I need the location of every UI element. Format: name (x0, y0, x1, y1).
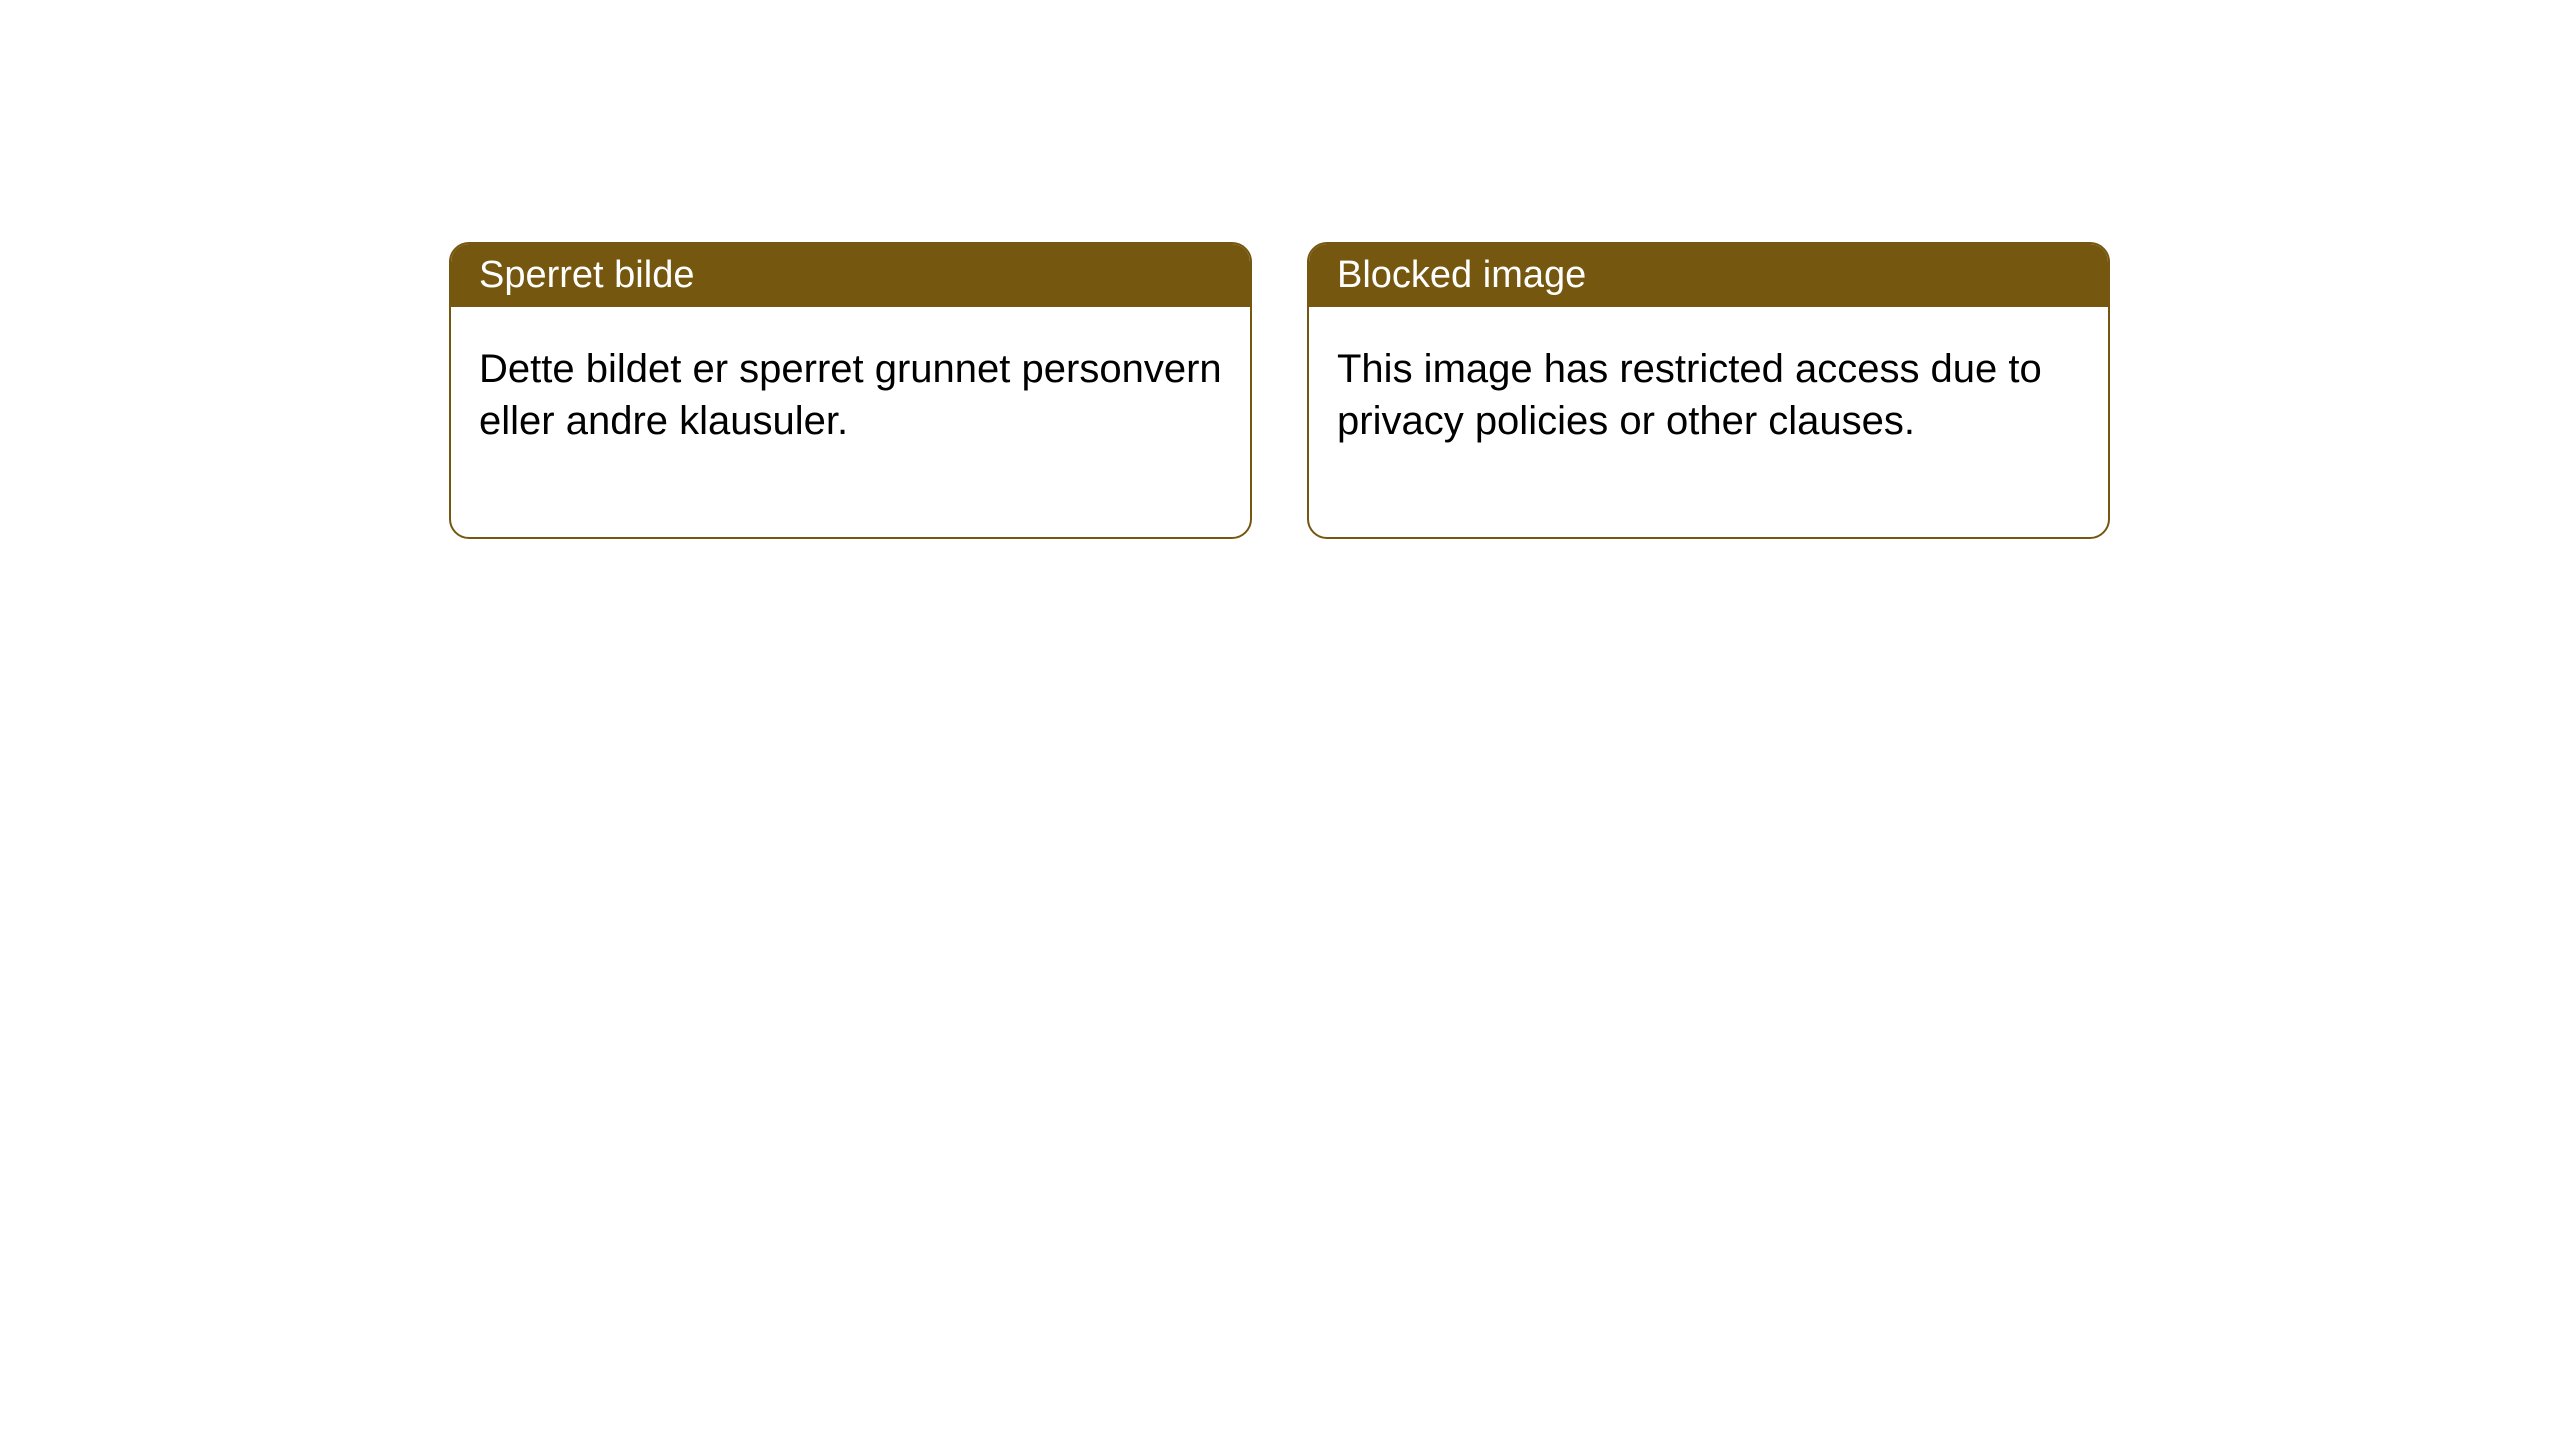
card-body: This image has restricted access due to … (1309, 307, 2108, 537)
card-body: Dette bildet er sperret grunnet personve… (451, 307, 1250, 537)
blocked-image-card-no: Sperret bilde Dette bildet er sperret gr… (449, 242, 1252, 539)
blocked-image-card-en: Blocked image This image has restricted … (1307, 242, 2110, 539)
card-header: Blocked image (1309, 244, 2108, 307)
card-header: Sperret bilde (451, 244, 1250, 307)
cards-container: Sperret bilde Dette bildet er sperret gr… (449, 242, 2110, 539)
